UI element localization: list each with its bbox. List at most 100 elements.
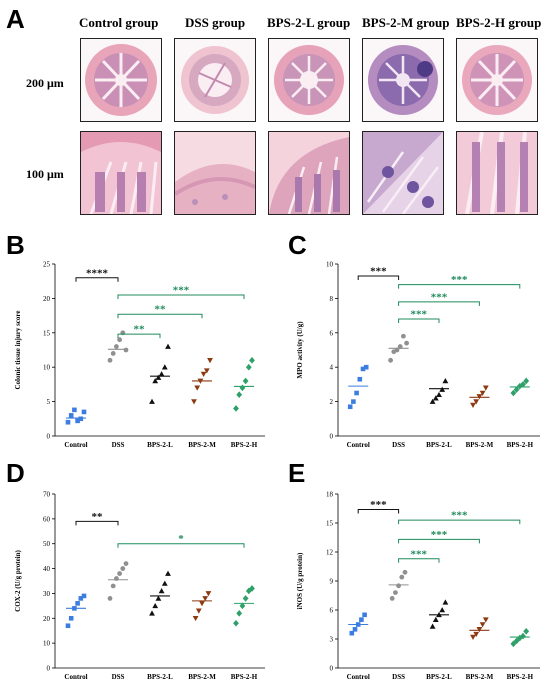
data-point xyxy=(149,610,155,616)
data-point xyxy=(236,610,243,617)
histology-image-bps2l-100um xyxy=(268,131,350,215)
data-point xyxy=(436,391,442,398)
significance-bracket xyxy=(117,543,245,548)
data-point xyxy=(110,351,116,356)
data-point xyxy=(155,595,162,601)
x-tick-label: BPS-2-M xyxy=(466,673,494,681)
y-tick-label: 60 xyxy=(43,515,51,523)
data-point xyxy=(152,378,159,384)
data-point xyxy=(107,596,113,601)
y-tick-label: 15 xyxy=(43,329,51,337)
chart-b-svg: 0 5 10 15 20 25 Colonic tissue injury score Con… xyxy=(14,261,265,449)
column-header-dss: DSS group xyxy=(185,15,246,30)
data-point xyxy=(357,376,363,382)
data-point xyxy=(152,602,159,609)
panel-letter-c: C xyxy=(288,230,307,260)
y-tick-label: 6 xyxy=(330,607,334,615)
data-point xyxy=(349,630,355,636)
chart-d-cox2: 0 10 20 30 40 50 60 70 COX-2 (U/g protein) Contro… xyxy=(0,480,275,684)
data-point xyxy=(432,395,439,401)
data-point xyxy=(236,391,243,399)
significance-bracket xyxy=(398,519,521,525)
data-point xyxy=(239,384,246,392)
data-point xyxy=(388,357,393,363)
y-axis-label: MPO activity (U/g) xyxy=(296,321,304,379)
y-tick-label: 10 xyxy=(326,261,334,269)
histology-image-control-100um xyxy=(80,131,162,215)
column-header-bps2h: BPS-2-H group xyxy=(456,15,542,30)
data-point xyxy=(161,364,168,370)
data-point xyxy=(65,419,71,425)
data-point xyxy=(120,566,126,571)
data-point xyxy=(233,619,239,627)
x-tick-label: DSS xyxy=(392,441,405,449)
significance-bracket xyxy=(75,277,119,282)
histology-image-bps2m-200um xyxy=(362,38,444,122)
data-point xyxy=(242,595,249,602)
y-axis-label: COX-2 (U/g protein) xyxy=(14,549,22,611)
data-point xyxy=(523,377,530,385)
y-axis-label: Colonic tissue injury score xyxy=(14,310,22,389)
significance-bracket xyxy=(117,333,161,339)
data-point xyxy=(72,407,77,413)
y-tick-label: 18 xyxy=(326,491,334,499)
data-point xyxy=(442,378,449,384)
data-point xyxy=(352,627,358,632)
data-point xyxy=(393,590,398,595)
data-point xyxy=(354,390,359,396)
significance-bracket xyxy=(398,558,440,563)
x-tick-label: Control xyxy=(347,441,370,449)
y-tick-label: 20 xyxy=(43,615,51,623)
data-point xyxy=(155,374,162,380)
data-point xyxy=(207,358,213,364)
significance-label: *** xyxy=(431,291,448,303)
y-tick-label: 0 xyxy=(330,665,334,673)
data-point xyxy=(191,399,197,405)
data-point xyxy=(520,381,526,388)
significance-label: *** xyxy=(431,529,448,541)
significance-label: *** xyxy=(451,274,468,286)
data-point xyxy=(75,601,80,606)
y-tick-label: 4 xyxy=(330,364,334,372)
significance-bracket xyxy=(117,313,203,319)
chart-d-svg: 0 10 20 30 40 50 60 70 COX-2 (U/g protein) Contro… xyxy=(14,491,265,681)
data-point xyxy=(195,608,202,614)
significance-label: ** xyxy=(134,324,146,336)
data-point xyxy=(351,399,356,404)
data-point xyxy=(479,622,486,628)
y-tick-label: 0 xyxy=(330,433,334,441)
data-point xyxy=(476,394,483,400)
chart-e-inos: 0 3 6 9 12 15 18 iNOS (U/g protein) Control DSS BP… xyxy=(282,480,550,684)
data-point xyxy=(158,588,165,594)
x-tick-label: DSS xyxy=(112,441,125,449)
data-point xyxy=(117,571,122,576)
data-point xyxy=(199,601,205,607)
data-point xyxy=(161,580,168,586)
data-point xyxy=(192,615,199,622)
panel-letter-a: A xyxy=(6,4,25,34)
significance-bracket xyxy=(357,508,400,514)
histology-image-bps2m-100um xyxy=(362,131,444,215)
scale-label-200um: 200 μm xyxy=(26,76,64,90)
data-point xyxy=(510,640,517,648)
data-point xyxy=(482,617,489,623)
y-tick-label: 8 xyxy=(330,295,334,303)
data-point xyxy=(399,574,405,580)
x-tick-label: BPS-2-M xyxy=(188,673,216,681)
y-tick-label: 10 xyxy=(43,364,51,372)
x-tick-label: DSS xyxy=(112,673,125,681)
significance-label: *** xyxy=(370,266,387,278)
data-point xyxy=(439,607,446,613)
data-point xyxy=(347,404,353,410)
data-point xyxy=(107,357,113,363)
y-tick-label: 70 xyxy=(43,491,51,499)
data-point xyxy=(470,634,476,640)
x-tick-label: BPS-2-L xyxy=(426,673,452,681)
y-tick-label: 40 xyxy=(43,565,51,573)
data-point xyxy=(114,344,119,349)
data-point xyxy=(158,371,165,377)
histology-image-dss-200um xyxy=(174,38,256,122)
data-point xyxy=(165,343,171,349)
significance-label: *** xyxy=(451,510,468,522)
data-point xyxy=(442,599,449,605)
